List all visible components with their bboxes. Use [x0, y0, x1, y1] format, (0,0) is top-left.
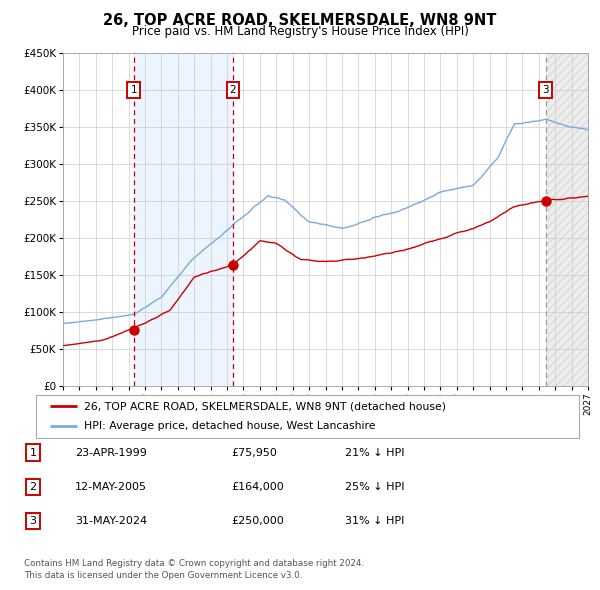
Text: 31% ↓ HPI: 31% ↓ HPI [345, 516, 404, 526]
Text: 21% ↓ HPI: 21% ↓ HPI [345, 448, 404, 457]
Text: £75,950: £75,950 [231, 448, 277, 457]
Text: 31-MAY-2024: 31-MAY-2024 [75, 516, 147, 526]
Text: 26, TOP ACRE ROAD, SKELMERSDALE, WN8 9NT: 26, TOP ACRE ROAD, SKELMERSDALE, WN8 9NT [103, 13, 497, 28]
Text: 12-MAY-2005: 12-MAY-2005 [75, 482, 147, 491]
Text: Contains HM Land Registry data © Crown copyright and database right 2024.: Contains HM Land Registry data © Crown c… [24, 559, 364, 568]
Text: £164,000: £164,000 [231, 482, 284, 491]
Text: 26, TOP ACRE ROAD, SKELMERSDALE, WN8 9NT (detached house): 26, TOP ACRE ROAD, SKELMERSDALE, WN8 9NT… [84, 401, 446, 411]
Text: 25% ↓ HPI: 25% ↓ HPI [345, 482, 404, 491]
Text: £250,000: £250,000 [231, 516, 284, 526]
Text: 1: 1 [29, 448, 37, 457]
Text: 3: 3 [542, 85, 549, 95]
Text: 23-APR-1999: 23-APR-1999 [75, 448, 147, 457]
Bar [134, 53, 233, 386]
Text: Price paid vs. HM Land Registry's House Price Index (HPI): Price paid vs. HM Land Registry's House … [131, 25, 469, 38]
Text: 2: 2 [230, 85, 236, 95]
Text: 3: 3 [29, 516, 37, 526]
Text: 2: 2 [29, 482, 37, 491]
Text: This data is licensed under the Open Government Licence v3.0.: This data is licensed under the Open Gov… [24, 571, 302, 580]
Bar [545, 53, 596, 386]
Text: 1: 1 [130, 85, 137, 95]
Text: HPI: Average price, detached house, West Lancashire: HPI: Average price, detached house, West… [84, 421, 375, 431]
